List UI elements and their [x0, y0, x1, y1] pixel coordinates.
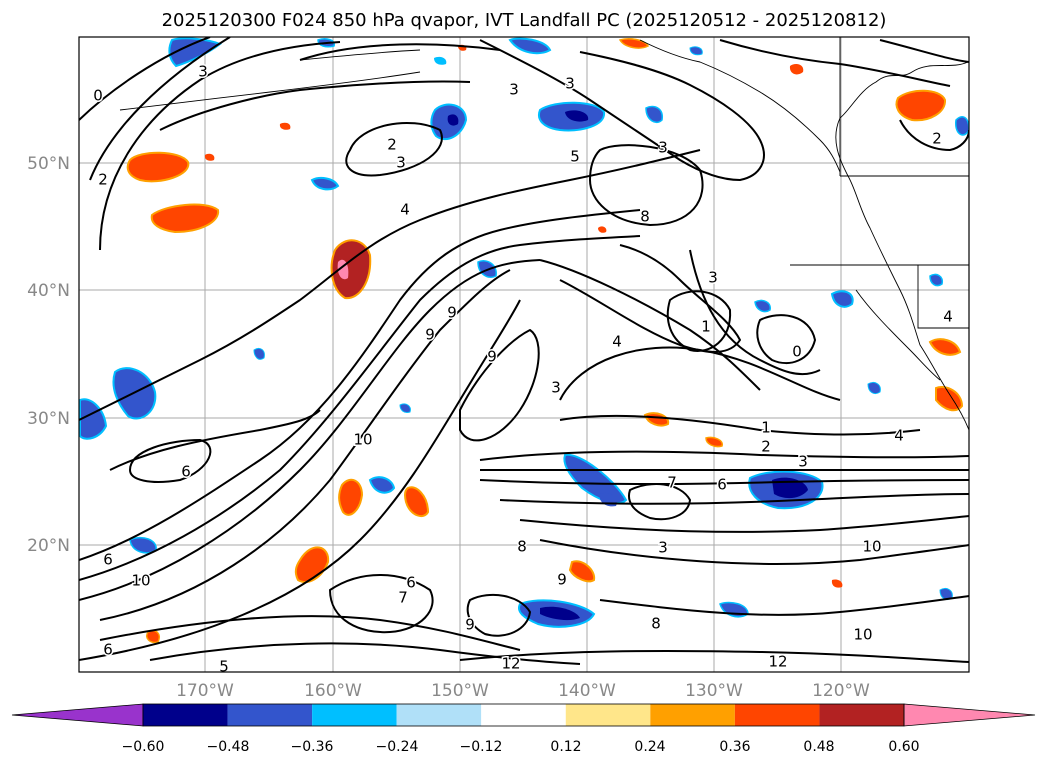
contour-label: 3 [509, 81, 519, 99]
contour-label: 6 [103, 551, 113, 569]
contour-label: 0 [792, 343, 802, 361]
colorbar-segment [734, 704, 820, 726]
colorbar-segment [650, 704, 735, 726]
colorbar-tick-label: 0.12 [550, 739, 581, 755]
colorbar-extend-min [11, 703, 144, 727]
latitude-labels: 50°N 40°N 30°N 20°N [27, 154, 70, 556]
colorbar-segment [819, 704, 904, 726]
contour-label: 3 [798, 453, 808, 471]
contour-label: 3 [551, 379, 561, 397]
contour-label: 7 [398, 589, 408, 607]
coastlines [119, 37, 969, 431]
contour-label: 10 [862, 538, 881, 556]
contour-label: 2 [761, 438, 771, 456]
contour-label: 10 [131, 572, 150, 590]
contour-label: 5 [570, 148, 580, 166]
colorbar-segment [312, 704, 397, 726]
colorbar-segment [143, 704, 228, 726]
lat-label: 50°N [27, 154, 70, 174]
contour-label: 4 [612, 333, 622, 351]
lon-label: 150°W [431, 681, 489, 701]
lon-label: 160°W [304, 681, 362, 701]
contour-label: 6 [103, 641, 113, 659]
contour-label: 4 [943, 308, 953, 326]
contour-label: 3 [198, 63, 208, 81]
contour-label: 4 [894, 427, 904, 445]
lat-label: 30°N [27, 409, 70, 429]
lon-label: 120°W [812, 681, 870, 701]
contour-label: 10 [853, 626, 872, 644]
contour-label: 9 [465, 616, 475, 634]
contour-label: 2 [98, 171, 108, 189]
contour-label: 12 [768, 653, 787, 671]
contour-label: 9 [425, 326, 435, 344]
contour-label: 9 [447, 304, 457, 322]
contour-label: 3 [565, 75, 575, 93]
colorbar-frame [142, 703, 905, 727]
contour-label: 9 [557, 571, 567, 589]
colorbar-segment [227, 704, 313, 726]
lon-label: 170°W [176, 681, 234, 701]
colorbar-extend-max [903, 703, 1036, 727]
colorbar-tick-label: −0.12 [460, 739, 503, 755]
contour-label: 2 [932, 130, 942, 148]
colorbar-tick-label: 0.48 [803, 739, 834, 755]
contour-label: 1 [761, 419, 771, 437]
colorbar-tick-label: −0.24 [376, 739, 419, 755]
contour-label: 8 [651, 615, 661, 633]
ivt-contours [79, 37, 969, 665]
contour-label: 1 [701, 318, 711, 336]
lat-label: 40°N [27, 281, 70, 301]
lon-label: 140°W [558, 681, 616, 701]
contour-label: 0 [93, 87, 103, 105]
lon-label: 130°W [685, 681, 743, 701]
contour-label: 2 [387, 136, 397, 154]
longitude-labels: 170°W 160°W 150°W 140°W 130°W 120°W [176, 681, 870, 701]
contour-label: 7 [667, 474, 677, 492]
contour-label: 9 [487, 348, 497, 366]
colorbar-segment [481, 704, 566, 726]
contour-label: 8 [517, 538, 527, 556]
contour-label: 12 [501, 655, 520, 673]
colorbar-segment [565, 704, 651, 726]
contour-label: 3 [658, 539, 668, 557]
colorbar-tick-label: 0.24 [634, 739, 665, 755]
contour-label: 4 [400, 201, 410, 219]
colorbar-tick-labels: −0.60 −0.48 −0.36 −0.24 −0.12 0.12 0.24 … [122, 739, 920, 755]
contour-label: 10 [353, 431, 372, 449]
colorbar-tick-label: −0.48 [207, 739, 250, 755]
gridlines [79, 37, 969, 672]
contour-label: 6 [406, 574, 416, 592]
map-panel [79, 37, 969, 672]
lat-label: 20°N [27, 536, 70, 556]
colorbar [11, 703, 1036, 727]
map-border [78, 36, 970, 673]
contour-label: 3 [708, 269, 718, 287]
contour-label: 6 [717, 476, 727, 494]
colorbar-tick-label: 0.60 [888, 739, 919, 755]
colorbar-tick-label: −0.60 [122, 739, 165, 755]
contour-label: 6 [181, 463, 191, 481]
contour-label: 3 [396, 154, 406, 172]
map-title: 2025120300 F024 850 hPa qvapor, IVT Land… [162, 10, 887, 31]
contour-label: 3 [658, 139, 668, 157]
colorbar-tick-label: 0.36 [719, 739, 750, 755]
contour-label: 5 [219, 658, 229, 676]
colorbar-segment [396, 704, 482, 726]
contour-label: 8 [640, 208, 650, 226]
colorbar-tick-label: −0.36 [291, 739, 334, 755]
